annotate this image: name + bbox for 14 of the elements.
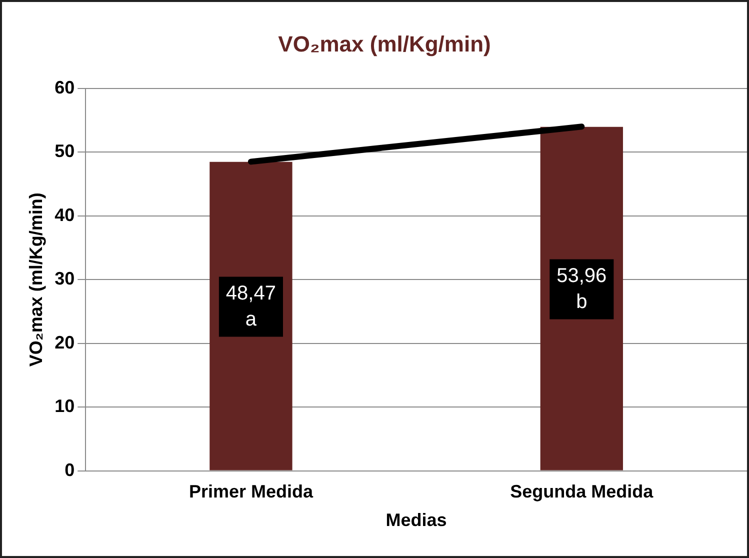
y-tick-label: 10 xyxy=(54,396,75,416)
y-tick-label: 0 xyxy=(64,460,75,480)
y-tick-label: 20 xyxy=(54,332,75,352)
x-tick-label: Primer Medida xyxy=(188,482,314,502)
data-label: 48,47 a xyxy=(226,282,276,330)
x-tick-label: Segunda Medida xyxy=(510,482,654,502)
y-tick-label: 40 xyxy=(54,204,75,225)
x-axis-title: Medias xyxy=(386,510,447,530)
data-label: 53,96 b xyxy=(556,264,607,313)
chart-title: VO₂max (ml/Kg/min) xyxy=(278,31,491,56)
y-tick-label: 50 xyxy=(54,141,75,162)
y-axis-title: VO₂max (ml/Kg/min) xyxy=(26,192,46,367)
y-tick-label: 30 xyxy=(54,268,75,289)
y-tick-label: 60 xyxy=(54,77,75,98)
